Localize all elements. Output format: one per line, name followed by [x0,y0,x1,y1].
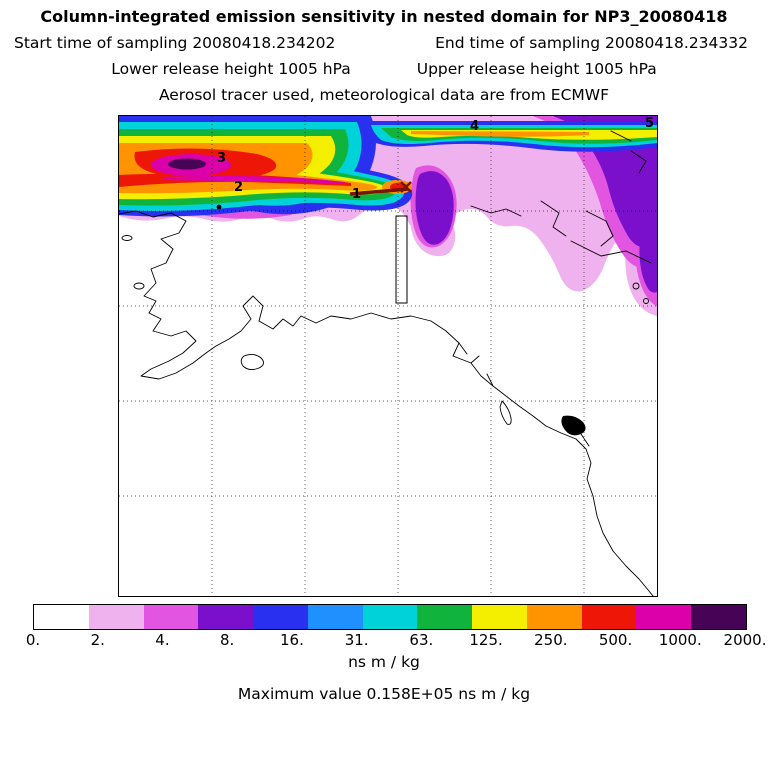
kodiak-island [240,353,264,371]
latlon-grid [119,116,657,596]
colorbar-tick-label: 0. [25,631,41,649]
track-marker-label: 2 [234,180,243,195]
colorbar-tick-label: 2. [90,631,105,649]
colorbar-tick-label: 2000. [723,631,767,649]
colorbar-cell [307,605,363,629]
colorbar-cell [472,605,527,629]
track-marker-label: 5 [645,116,654,131]
interior-lake-1 [632,282,640,290]
start-time-label: Start time of sampling 20080418.234202 [14,34,336,52]
colorbar-tick-label: 63. [409,631,434,649]
vancouver-island [561,415,586,436]
sampling-times-row: Start time of sampling 20080418.234202 E… [14,34,748,52]
track-marker-label: 1 [352,187,361,202]
track-marker-label: 4 [470,119,479,134]
colorbar-cell [526,605,582,629]
end-time-label: End time of sampling 20080418.234332 [435,34,748,52]
colorbar [33,604,747,630]
cross-marker-icon [400,181,412,193]
arctic-coast-4 [630,150,647,174]
colorbar-tick-label: 500. [598,631,633,649]
arctic-coast-5 [610,130,632,142]
colorbar-tick-label: 4. [155,631,170,649]
tracer-info-label: Aerosol tracer used, meteorological data… [158,86,610,104]
colorbar-ticks: 0. 2. 4. 8. 16. 31. 63. 125. 250. 500. 1000. 2000. [26,631,767,649]
colorbar-cell [198,605,254,629]
interior-lake-2 [643,298,649,304]
colorbar-tick-label: 250. [534,631,568,649]
station-dot [216,204,222,210]
track-marker-label: 3 [217,151,226,166]
mackenzie-coast [570,240,652,264]
colorbar-cell [88,605,144,629]
colorbar-cell [691,605,746,629]
lower-release-label: Lower release height 1005 hPa [111,60,351,78]
colorbar-cell [636,605,692,629]
colorbar-cell [362,605,418,629]
colorbar-cell [581,605,637,629]
upper-release-label: Upper release height 1005 hPa [416,60,657,78]
colorbar-tick-label: 125. [469,631,503,649]
mainland-coastline [119,210,654,596]
colorbar-tick-label: 1000. [658,631,702,649]
colorbar-cell [253,605,308,629]
colorbar-tick-label: 8. [220,631,235,649]
arctic-coast-1 [470,205,522,217]
nunivak-island [133,282,145,290]
max-value-label: Maximum value 0.158E+05 ns m / kg [237,685,531,703]
emission-plume [119,116,657,316]
haida-gwaii [499,400,512,425]
colorbar-units-label: ns m / kg [348,653,420,671]
plot-title: Column-integrated emission sensitivity i… [40,7,728,26]
colorbar-cell [417,605,473,629]
release-heights-row: Lower release height 1005 hPa Upper rele… [0,60,768,78]
coastlines [119,130,654,596]
colorbar-cell [143,605,199,629]
colorbar-tick-label: 31. [344,631,369,649]
colorbar-tick-label: 16. [279,631,304,649]
coast-inlet-marks [458,342,590,447]
colorbar-cell [34,605,89,629]
track-segment [349,187,409,196]
st-lawrence-island [121,235,133,241]
arctic-coast-2 [540,200,567,237]
arctic-coast-3 [585,210,614,247]
border-rectangle [395,215,408,304]
